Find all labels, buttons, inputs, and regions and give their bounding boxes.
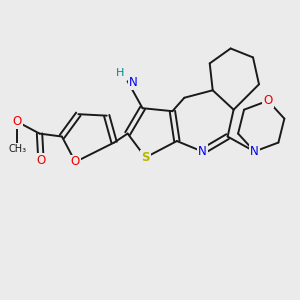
Text: H: H — [116, 68, 124, 78]
Text: O: O — [71, 155, 80, 168]
Text: N: N — [198, 145, 207, 158]
Text: CH₃: CH₃ — [8, 143, 26, 154]
Text: O: O — [13, 115, 22, 128]
Text: N: N — [129, 76, 137, 89]
Text: O: O — [263, 94, 273, 107]
Text: S: S — [141, 151, 150, 164]
Text: O: O — [36, 154, 46, 167]
Text: N: N — [250, 145, 259, 158]
